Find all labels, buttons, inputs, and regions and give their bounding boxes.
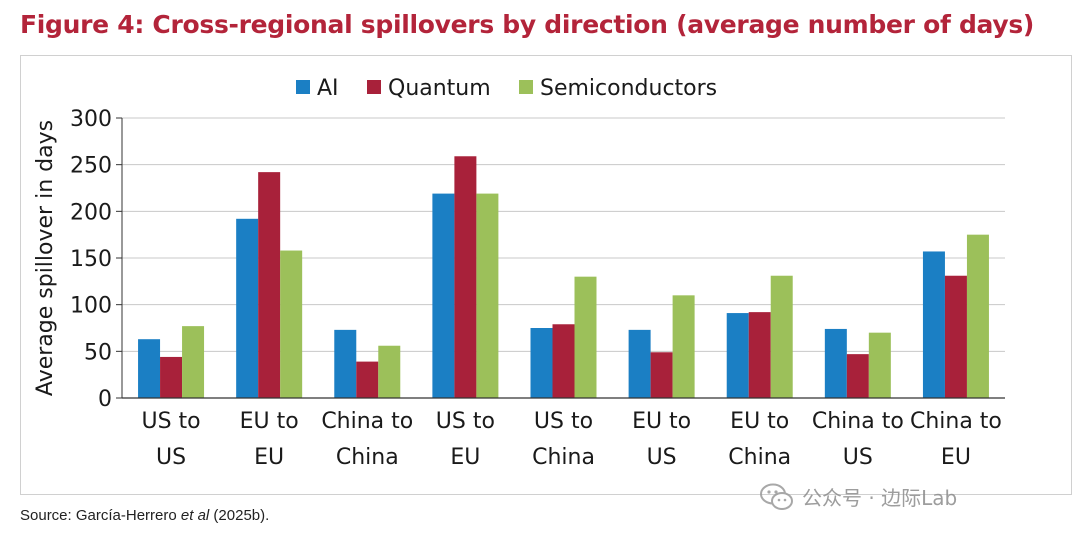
x-tick-label: US to: [436, 409, 495, 434]
x-tick-label: EU to: [632, 409, 691, 434]
legend-label-quantum: Quantum: [388, 76, 491, 101]
bar-chart: AI Quantum Semiconductors 0 50 100 150 200 250 3…: [33, 76, 1005, 470]
bar-semiconductors-3: [476, 193, 499, 398]
x-tick-label: EU: [254, 445, 284, 470]
x-tick-label: China to: [812, 409, 904, 434]
bar-ai-7: [824, 328, 847, 398]
bar-quantum-6: [748, 312, 771, 398]
x-tick-label: EU to: [730, 409, 789, 434]
bar-semiconductors-4: [574, 276, 597, 398]
legend-label-ai: AI: [317, 76, 339, 101]
x-tick-label: China to: [910, 409, 1002, 434]
y-tick-label: 100: [70, 294, 112, 319]
y-axis-label: Average spillover in days: [33, 120, 58, 396]
watermark: 公众号 · 边际Lab: [760, 482, 957, 511]
y-tick-label: 250: [70, 154, 112, 179]
x-tick-label: US: [156, 445, 186, 470]
chart-title: Figure 4: Cross-regional spillovers by d…: [20, 10, 1035, 39]
legend-label-semiconductors: Semiconductors: [540, 76, 717, 101]
x-axis: US to US EU to EU China to China US to EU US to C…: [122, 397, 1005, 470]
chart-panel: [20, 55, 1072, 495]
bar-ai-0: [138, 339, 161, 398]
bars: [138, 156, 989, 398]
source-note: Source: García-Herrero et al (2025b).: [20, 507, 269, 524]
x-tick-label: EU: [941, 445, 971, 470]
bar-semiconductors-0: [182, 326, 205, 398]
x-tick-label: China: [532, 445, 595, 470]
watermark-text: 公众号 · 边际Lab: [802, 486, 958, 510]
legend-swatch-quantum: [367, 80, 381, 94]
bar-ai-3: [432, 193, 455, 398]
source-italic: et al: [180, 507, 210, 524]
bar-semiconductors-7: [868, 332, 891, 398]
bar-quantum-8: [944, 275, 967, 398]
y-tick-label: 0: [98, 387, 112, 412]
y-tick-label: 200: [70, 200, 112, 225]
y-axis: 0 50 100 150 200 250 300: [70, 107, 123, 412]
bar-quantum-1: [258, 172, 281, 398]
x-tick-label: US: [647, 445, 677, 470]
y-tick-label: 150: [70, 247, 112, 272]
bar-ai-1: [236, 218, 259, 398]
x-tick-label: US to: [534, 409, 593, 434]
x-tick-label: US: [843, 445, 873, 470]
bar-semiconductors-5: [672, 295, 695, 398]
source-prefix: Source: García-Herrero: [20, 507, 181, 524]
bar-ai-5: [628, 329, 651, 398]
wechat-icon: [760, 483, 793, 510]
bar-ai-2: [334, 329, 357, 398]
bar-semiconductors-1: [280, 250, 303, 398]
x-tick-label: China: [728, 445, 791, 470]
bar-semiconductors-6: [770, 275, 793, 398]
bar-semiconductors-2: [378, 345, 401, 398]
bar-ai-8: [922, 251, 945, 398]
y-tick-label: 300: [70, 107, 112, 132]
legend-swatch-ai: [296, 80, 310, 94]
bar-semiconductors-8: [966, 234, 989, 398]
y-tick-label: 50: [84, 340, 112, 365]
x-tick-label: China: [336, 445, 399, 470]
legend: AI Quantum Semiconductors: [296, 76, 717, 101]
bar-ai-6: [726, 313, 749, 398]
x-tick-label: EU: [450, 445, 480, 470]
bar-quantum-2: [356, 361, 379, 398]
bar-quantum-5: [650, 352, 673, 398]
legend-swatch-semiconductors: [519, 80, 533, 94]
x-tick-label: EU to: [240, 409, 299, 434]
x-tick-label: US to: [141, 409, 200, 434]
bar-quantum-4: [552, 324, 575, 398]
bar-quantum-0: [160, 356, 183, 398]
bar-ai-4: [530, 328, 553, 398]
bar-quantum-7: [846, 354, 869, 398]
source-suffix: (2025b).: [209, 507, 270, 524]
bar-quantum-3: [454, 156, 477, 398]
x-tick-label: China to: [321, 409, 413, 434]
